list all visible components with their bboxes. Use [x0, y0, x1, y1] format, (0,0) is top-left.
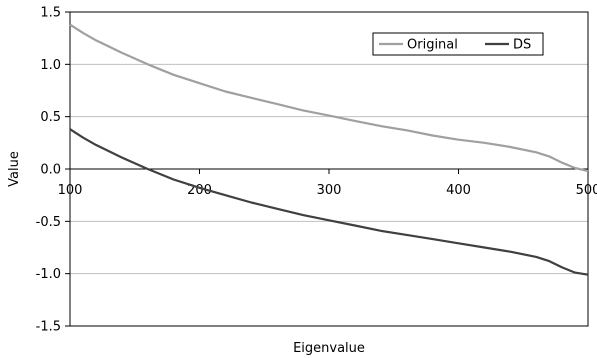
y-tick-label: -0.5	[36, 215, 61, 230]
x-tick-label: 100	[58, 183, 83, 198]
legend: Original DS	[372, 32, 544, 56]
x-axis-ticks: 100 200 300 400 500	[58, 169, 597, 198]
series-line-original	[69, 23, 589, 173]
y-tick-label: 1.0	[40, 58, 61, 73]
y-tick-label: 0.5	[40, 110, 61, 125]
y-tick-label: 0.0	[40, 163, 61, 178]
x-tick-label: 400	[446, 183, 471, 198]
legend-label: DS	[513, 38, 531, 53]
y-axis: 1.5 1.0 0.5 0.0 -0.5 -1.0 -1.5	[36, 6, 70, 335]
series-line-ds	[69, 128, 589, 276]
legend-box	[372, 32, 544, 56]
legend-label: Original	[407, 38, 458, 53]
y-tick-label: 1.5	[40, 6, 61, 21]
y-tick-label: -1.0	[36, 267, 61, 282]
series-layer	[69, 23, 589, 276]
x-axis-title: Eigenvalue	[293, 341, 365, 356]
y-axis-title: Value	[7, 151, 22, 187]
x-tick-label: 300	[317, 183, 342, 198]
x-tick-label: 500	[576, 183, 597, 198]
y-tick-label: -1.5	[36, 320, 61, 335]
